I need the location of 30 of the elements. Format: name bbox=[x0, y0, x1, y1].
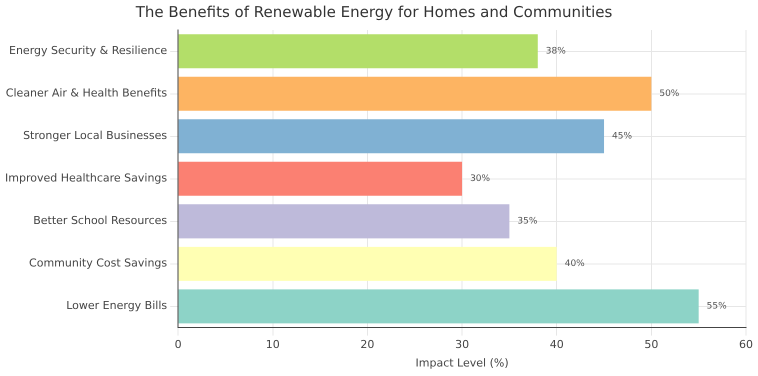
y-tick-label: Community Cost Savings bbox=[29, 256, 168, 270]
y-tick-label: Lower Energy Bills bbox=[66, 299, 168, 312]
data-label: 55% bbox=[706, 302, 728, 312]
y-tick-label: Energy Security & Resilience bbox=[9, 44, 168, 58]
chart-title: The Benefits of Renewable Energy for Homes and Communities bbox=[134, 2, 612, 21]
bar bbox=[178, 162, 462, 196]
x-tick-label: 60 bbox=[739, 338, 753, 352]
x-tick-label: 20 bbox=[360, 338, 374, 352]
y-tick-label: Improved Healthcare Savings bbox=[4, 172, 168, 185]
x-tick-label: 40 bbox=[550, 338, 564, 352]
x-tick-label: 0 bbox=[174, 338, 182, 352]
y-tick-label: Stronger Local Businesses bbox=[23, 129, 168, 142]
bar bbox=[178, 34, 538, 68]
bar bbox=[178, 246, 557, 281]
x-tick-label: 50 bbox=[644, 338, 658, 352]
bar bbox=[178, 76, 652, 111]
data-label: 40% bbox=[564, 259, 586, 270]
data-label: 45% bbox=[612, 132, 632, 142]
y-tick-label: Better School Resources bbox=[33, 214, 168, 228]
data-label: 50% bbox=[659, 89, 680, 100]
x-axis-title: Impact Level (%) bbox=[416, 356, 509, 370]
data-label: 35% bbox=[517, 216, 538, 227]
bar bbox=[178, 289, 699, 324]
data-label: 30% bbox=[470, 174, 491, 184]
x-tick-label: 10 bbox=[266, 338, 280, 352]
bar bbox=[178, 204, 510, 238]
x-tick-label: 30 bbox=[455, 338, 470, 352]
y-tick-label: Cleaner Air & Health Benefits bbox=[6, 86, 168, 100]
data-label: 38% bbox=[546, 46, 566, 57]
bar bbox=[178, 119, 604, 154]
